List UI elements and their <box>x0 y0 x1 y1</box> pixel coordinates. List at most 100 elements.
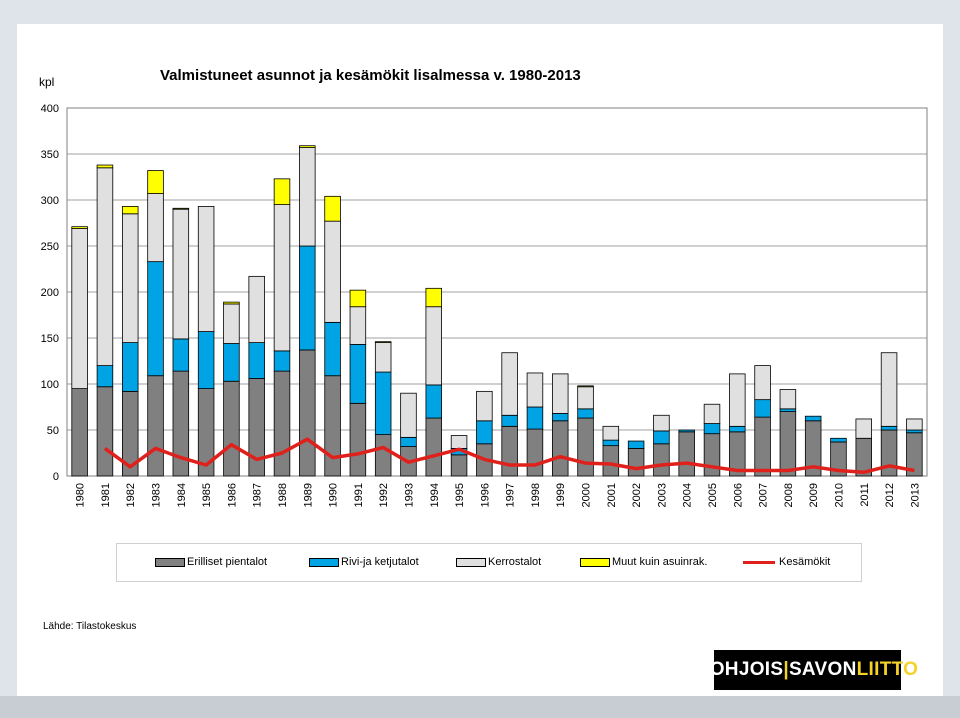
bars <box>71 145 923 477</box>
legend-label: Erilliset pientalot <box>187 556 268 568</box>
x-tick-label: 1996 <box>479 483 491 507</box>
bar-segment-erilliset-pientalot-2008 <box>779 411 797 477</box>
x-tick-label: 2004 <box>682 483 694 507</box>
x-tick-label: 1999 <box>555 483 567 507</box>
plot-area <box>66 107 928 477</box>
bar-segment-muut-kuin-asuinrak--1981 <box>96 164 114 169</box>
bar-segment-kerrostalot-2013 <box>906 418 923 431</box>
pohjois-savon-liitto-logo: POHJOIS | SAVON LIITTO <box>697 650 918 690</box>
legend-swatch-erilliset <box>155 557 185 567</box>
x-tick-label: 1991 <box>353 483 365 507</box>
bar-segment-kerrostalot-1982 <box>121 213 139 344</box>
bar-segment-kerrostalot-1995 <box>450 435 468 449</box>
bar-segment-rivi-ja-ketjutalot-2004 <box>678 429 695 433</box>
bar-segment-rivi-ja-ketjutalot-1997 <box>501 414 518 427</box>
bar-segment-kerrostalot-2003 <box>653 414 670 432</box>
bar-segment-kerrostalot-1994 <box>425 306 443 386</box>
bar-segment-erilliset-pientalot-1989 <box>299 349 316 477</box>
bar-segment-rivi-ja-ketjutalot-1985 <box>197 331 215 389</box>
bar-segment-rivi-ja-ketjutalot-1989 <box>299 245 316 351</box>
bar-segment-rivi-ja-ketjutalot-2002 <box>627 440 645 449</box>
x-tick-label: 2005 <box>707 483 719 507</box>
x-tick-label: 1985 <box>201 483 213 507</box>
logo-part2: SAVON <box>788 659 857 680</box>
bar-segment-muut-kuin-asuinrak--1984 <box>172 207 190 210</box>
bar-segment-rivi-ja-ketjutalot-2005 <box>703 423 721 435</box>
y-tick-label: 400 <box>41 103 59 115</box>
bar-segment-erilliset-pientalot-1980 <box>71 388 88 477</box>
bar-segment-kerrostalot-2000 <box>577 386 594 410</box>
x-tick-label: 1981 <box>100 483 112 507</box>
bar-segment-erilliset-pientalot-1983 <box>147 375 164 477</box>
bar-segment-erilliset-pientalot-1999 <box>551 420 569 477</box>
bar-segment-kerrostalot-1992 <box>374 342 392 373</box>
legend-item-kerrostalot: Kerrostalot <box>456 556 541 568</box>
bar-segment-rivi-ja-ketjutalot-2000 <box>577 408 594 419</box>
bar-segment-erilliset-pientalot-2002 <box>627 447 645 477</box>
x-tick-label: 1987 <box>252 483 264 507</box>
y-tick-label: 150 <box>41 333 59 345</box>
legend-swatch-rivi <box>309 557 339 567</box>
x-tick-label: 2013 <box>909 483 921 507</box>
x-tick-label: 2008 <box>783 483 795 507</box>
bar-segment-erilliset-pientalot-1986 <box>223 380 240 477</box>
bar-segment-erilliset-pientalot-2001 <box>602 445 620 477</box>
x-tick-label: 1984 <box>176 483 188 507</box>
x-tick-label: 1998 <box>530 483 542 507</box>
x-tick-label: 1995 <box>454 483 466 507</box>
bar-segment-erilliset-pientalot-1988 <box>273 370 291 477</box>
bar-segment-kerrostalot-2005 <box>703 403 721 424</box>
bar-segment-erilliset-pientalot-1997 <box>501 425 518 477</box>
bar-segment-rivi-ja-ketjutalot-1992 <box>374 371 392 436</box>
bar-segment-erilliset-pientalot-2005 <box>703 433 721 477</box>
legend-label: Rivi-ja ketjutalot <box>341 556 419 568</box>
bar-segment-rivi-ja-ketjutalot-1983 <box>147 261 164 377</box>
bar-segment-rivi-ja-ketjutalot-2012 <box>880 425 898 431</box>
y-axis-label: kpl <box>39 75 54 89</box>
bar-segment-muut-kuin-asuinrak--2000 <box>577 385 594 388</box>
legend-item-kesamokit: Kesämökit <box>743 556 830 568</box>
legend-swatch-muut <box>580 557 610 567</box>
x-tick-label: 1992 <box>378 483 390 507</box>
bar-segment-kerrostalot-1990 <box>324 220 341 323</box>
bar-segment-rivi-ja-ketjutalot-1999 <box>551 413 569 422</box>
x-tick-label: 2006 <box>732 483 744 507</box>
bar-segment-erilliset-pientalot-1981 <box>96 386 114 477</box>
x-tick-label: 1982 <box>125 483 137 507</box>
bar-segment-rivi-ja-ketjutalot-1990 <box>324 321 341 377</box>
x-tick-label: 1986 <box>226 483 238 507</box>
bar-segment-erilliset-pientalot-1987 <box>248 378 265 477</box>
line-series-kesamokit <box>103 437 915 475</box>
logo-separator: | <box>783 659 789 680</box>
bar-segment-kerrostalot-1999 <box>551 373 569 414</box>
y-tick-label: 0 <box>53 471 59 483</box>
bar-segment-erilliset-pientalot-1995 <box>450 454 468 477</box>
bar-segment-rivi-ja-ketjutalot-1991 <box>349 344 367 404</box>
bar-segment-kerrostalot-1991 <box>349 306 367 345</box>
legend: Erilliset pientalot Rivi-ja ketjutalot K… <box>116 543 862 582</box>
bar-segment-kerrostalot-1986 <box>223 303 240 344</box>
bar-segment-erilliset-pientalot-2007 <box>754 416 771 477</box>
bar-segment-erilliset-pientalot-1992 <box>374 434 392 477</box>
chart-slide: 0 50 100 150 200 250 300 350 400 1980 1981 1982 198… <box>17 24 943 696</box>
legend-item-erilliset: Erilliset pientalot <box>155 556 267 568</box>
bar-segment-muut-kuin-asuinrak--1991 <box>349 289 367 308</box>
bar-segment-muut-kuin-asuinrak--1988 <box>273 178 291 205</box>
bar-segment-rivi-ja-ketjutalot-1996 <box>476 420 493 445</box>
x-tick-label: 2001 <box>606 483 618 507</box>
x-tick-label: 2003 <box>656 483 668 507</box>
bar-segment-erilliset-pientalot-1990 <box>324 375 341 477</box>
bar-segment-kerrostalot-1989 <box>299 147 316 247</box>
bar-segment-erilliset-pientalot-2000 <box>577 417 594 477</box>
y-tick-label: 300 <box>41 195 59 207</box>
bar-segment-rivi-ja-ketjutalot-2008 <box>779 408 797 412</box>
bar-segment-kerrostalot-1981 <box>96 167 114 367</box>
logo-part3: LIITTO <box>856 659 919 680</box>
bar-segment-kerrostalot-2006 <box>729 373 746 427</box>
chart-title: Valmistuneet asunnot ja kesämökit lisalm… <box>160 67 581 84</box>
legend-swatch-kerrostalot <box>456 557 486 567</box>
bar-segment-kerrostalot-2012 <box>880 352 898 427</box>
bar-segment-rivi-ja-ketjutalot-1994 <box>425 384 443 419</box>
x-tick-label: 1990 <box>328 483 340 507</box>
bar-segment-kerrostalot-1996 <box>476 390 493 422</box>
